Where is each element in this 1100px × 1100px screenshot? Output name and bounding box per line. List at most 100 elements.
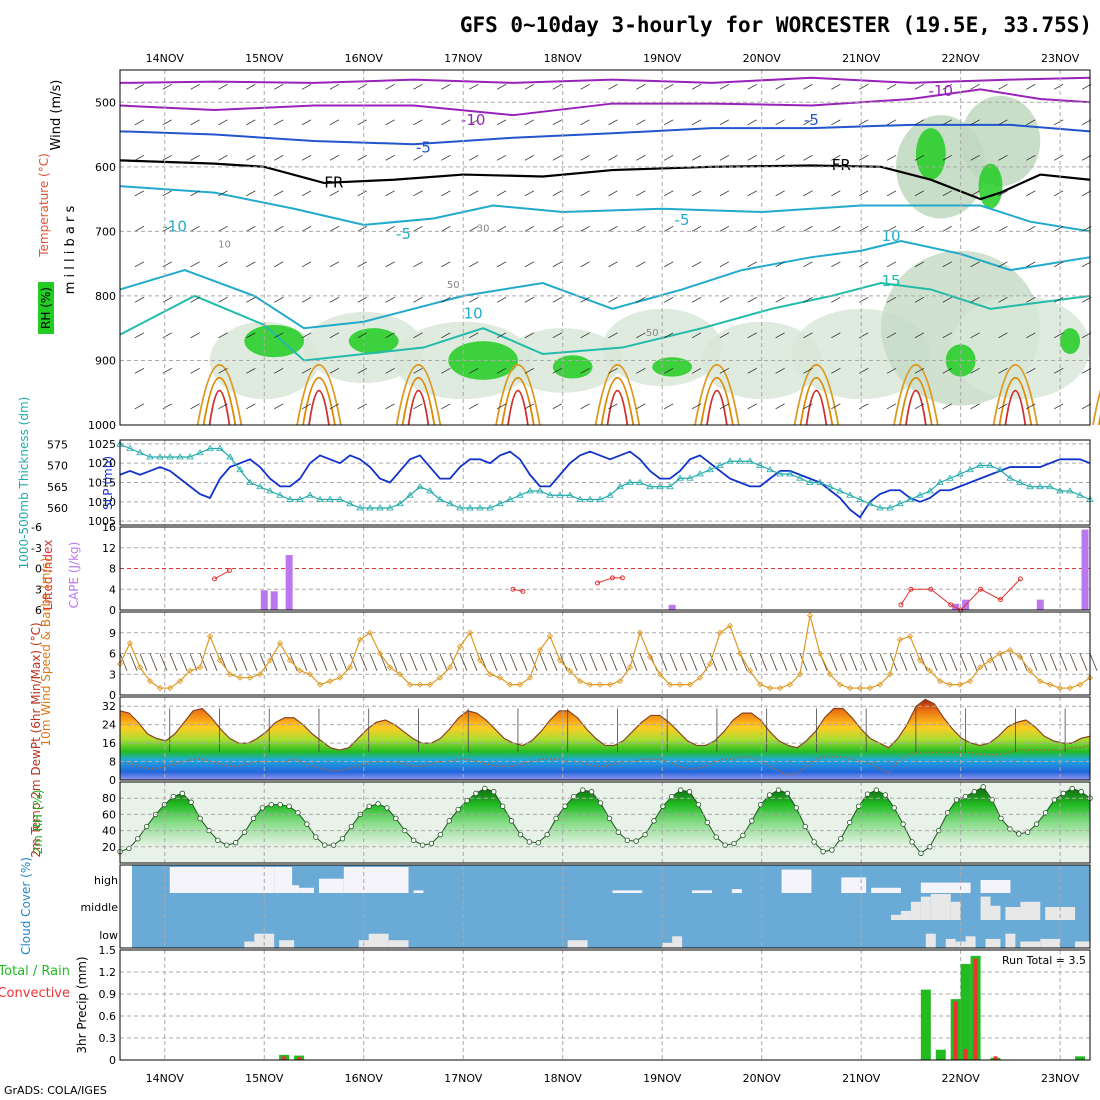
wind-barb (524, 368, 535, 374)
bottom-day-label: 20NOV (743, 1072, 782, 1085)
wind-barb (691, 332, 702, 339)
wind-barb (301, 403, 312, 410)
thickness-point (916, 491, 924, 498)
rh-point (241, 829, 248, 835)
thickness-point (666, 482, 674, 490)
wind-barb (496, 368, 507, 374)
slp-tick: 1020 (88, 457, 116, 470)
rh-point (891, 805, 897, 811)
wind-barb (709, 653, 718, 671)
wind-barb (1026, 297, 1036, 303)
wind-barb (134, 84, 145, 90)
wind-barb (552, 190, 562, 197)
wind-barb (134, 403, 145, 410)
wind-barb (970, 119, 980, 126)
wind-barb (914, 155, 925, 161)
wind-barb (301, 84, 312, 90)
rh-point (775, 787, 782, 793)
cloud-block-middle (980, 896, 991, 920)
wind-barb (524, 155, 535, 161)
temp-line (119, 698, 1091, 751)
wind-barb (998, 226, 1008, 232)
rh-shade (1060, 328, 1081, 354)
cloud-block-low (925, 933, 936, 948)
wind-barb (274, 403, 284, 410)
wind-barb (301, 332, 312, 339)
wind-barb (942, 297, 952, 303)
wind-speed-point (456, 643, 464, 650)
wind-barb (496, 155, 507, 161)
rh-point (553, 815, 559, 822)
thickness-point (446, 499, 454, 507)
wind-barb (580, 226, 590, 232)
wind-barb (399, 653, 408, 671)
wind-barb (959, 653, 968, 671)
wind-barb (608, 368, 618, 374)
rh-point (286, 803, 292, 809)
wind-barb (190, 155, 200, 161)
wind-barb (775, 297, 785, 303)
top-day-label: 16NOV (345, 52, 384, 65)
wind-barb (747, 190, 757, 197)
wind-barb (357, 403, 367, 410)
bottom-day-label: 19NOV (643, 1072, 682, 1085)
wind-barb (859, 226, 869, 232)
wind-barb (1054, 226, 1064, 232)
rh-point (1060, 790, 1067, 797)
rh-point (268, 801, 274, 808)
top-day-label: 14NOV (146, 52, 185, 65)
slp-tick: 1015 (88, 477, 116, 490)
cloud-block-high (274, 867, 293, 893)
thickness-point (706, 465, 714, 473)
temperature-axis-label: Temperature (°C) (37, 153, 51, 258)
rh-point (348, 823, 355, 830)
temp-contour-warm (706, 389, 728, 426)
top-day-label: 17NOV (444, 52, 483, 65)
contour-label: 10 (881, 227, 900, 245)
rh-point (873, 787, 880, 793)
cloud-block-low (662, 942, 678, 948)
wind-barb (599, 653, 608, 671)
wind-barb (274, 368, 284, 374)
lifted-index-line (900, 578, 1021, 611)
thickness-point (976, 461, 984, 468)
wind-barb (274, 297, 284, 303)
temp-contour-warm (501, 376, 535, 426)
precip-total-bar (920, 989, 931, 1060)
temp-contour-minus5 (119, 123, 1091, 146)
rh-point (464, 797, 470, 804)
wind-barb (839, 653, 848, 671)
wind-barb (329, 190, 340, 197)
wind-barb (942, 403, 952, 410)
wind-barb (789, 653, 798, 671)
wind-barb (329, 119, 340, 126)
cloud-block-low (279, 940, 295, 948)
thickness-point (836, 487, 844, 494)
cloud-block-low (244, 941, 255, 948)
wind-barb (636, 155, 646, 161)
wind-barb (524, 190, 535, 197)
wind-barb (831, 332, 841, 339)
wind-barb (1079, 653, 1088, 671)
thickness-point (326, 495, 334, 502)
wind-barb (664, 119, 674, 126)
wind-barb (385, 190, 395, 197)
wind-speed-point (326, 678, 334, 685)
wind-barb (691, 297, 702, 303)
cape-tick: 8 (109, 563, 116, 576)
lifted-index-line (214, 570, 230, 580)
wind-barb (218, 84, 228, 90)
thickness-point (426, 487, 434, 494)
panel-frame (119, 526, 1091, 611)
wind-speed-point (1036, 678, 1044, 685)
cloud-block-middle (920, 896, 931, 920)
wind-barb (159, 653, 168, 671)
slp-tick: 1010 (88, 496, 116, 509)
wind-barb (775, 190, 785, 197)
cape-bar (1036, 599, 1044, 610)
contour-label: -5 (396, 225, 411, 243)
thickness-point (456, 504, 464, 511)
thickness-point (496, 499, 504, 507)
wind-barb (246, 226, 256, 232)
wind-barb (441, 190, 451, 197)
